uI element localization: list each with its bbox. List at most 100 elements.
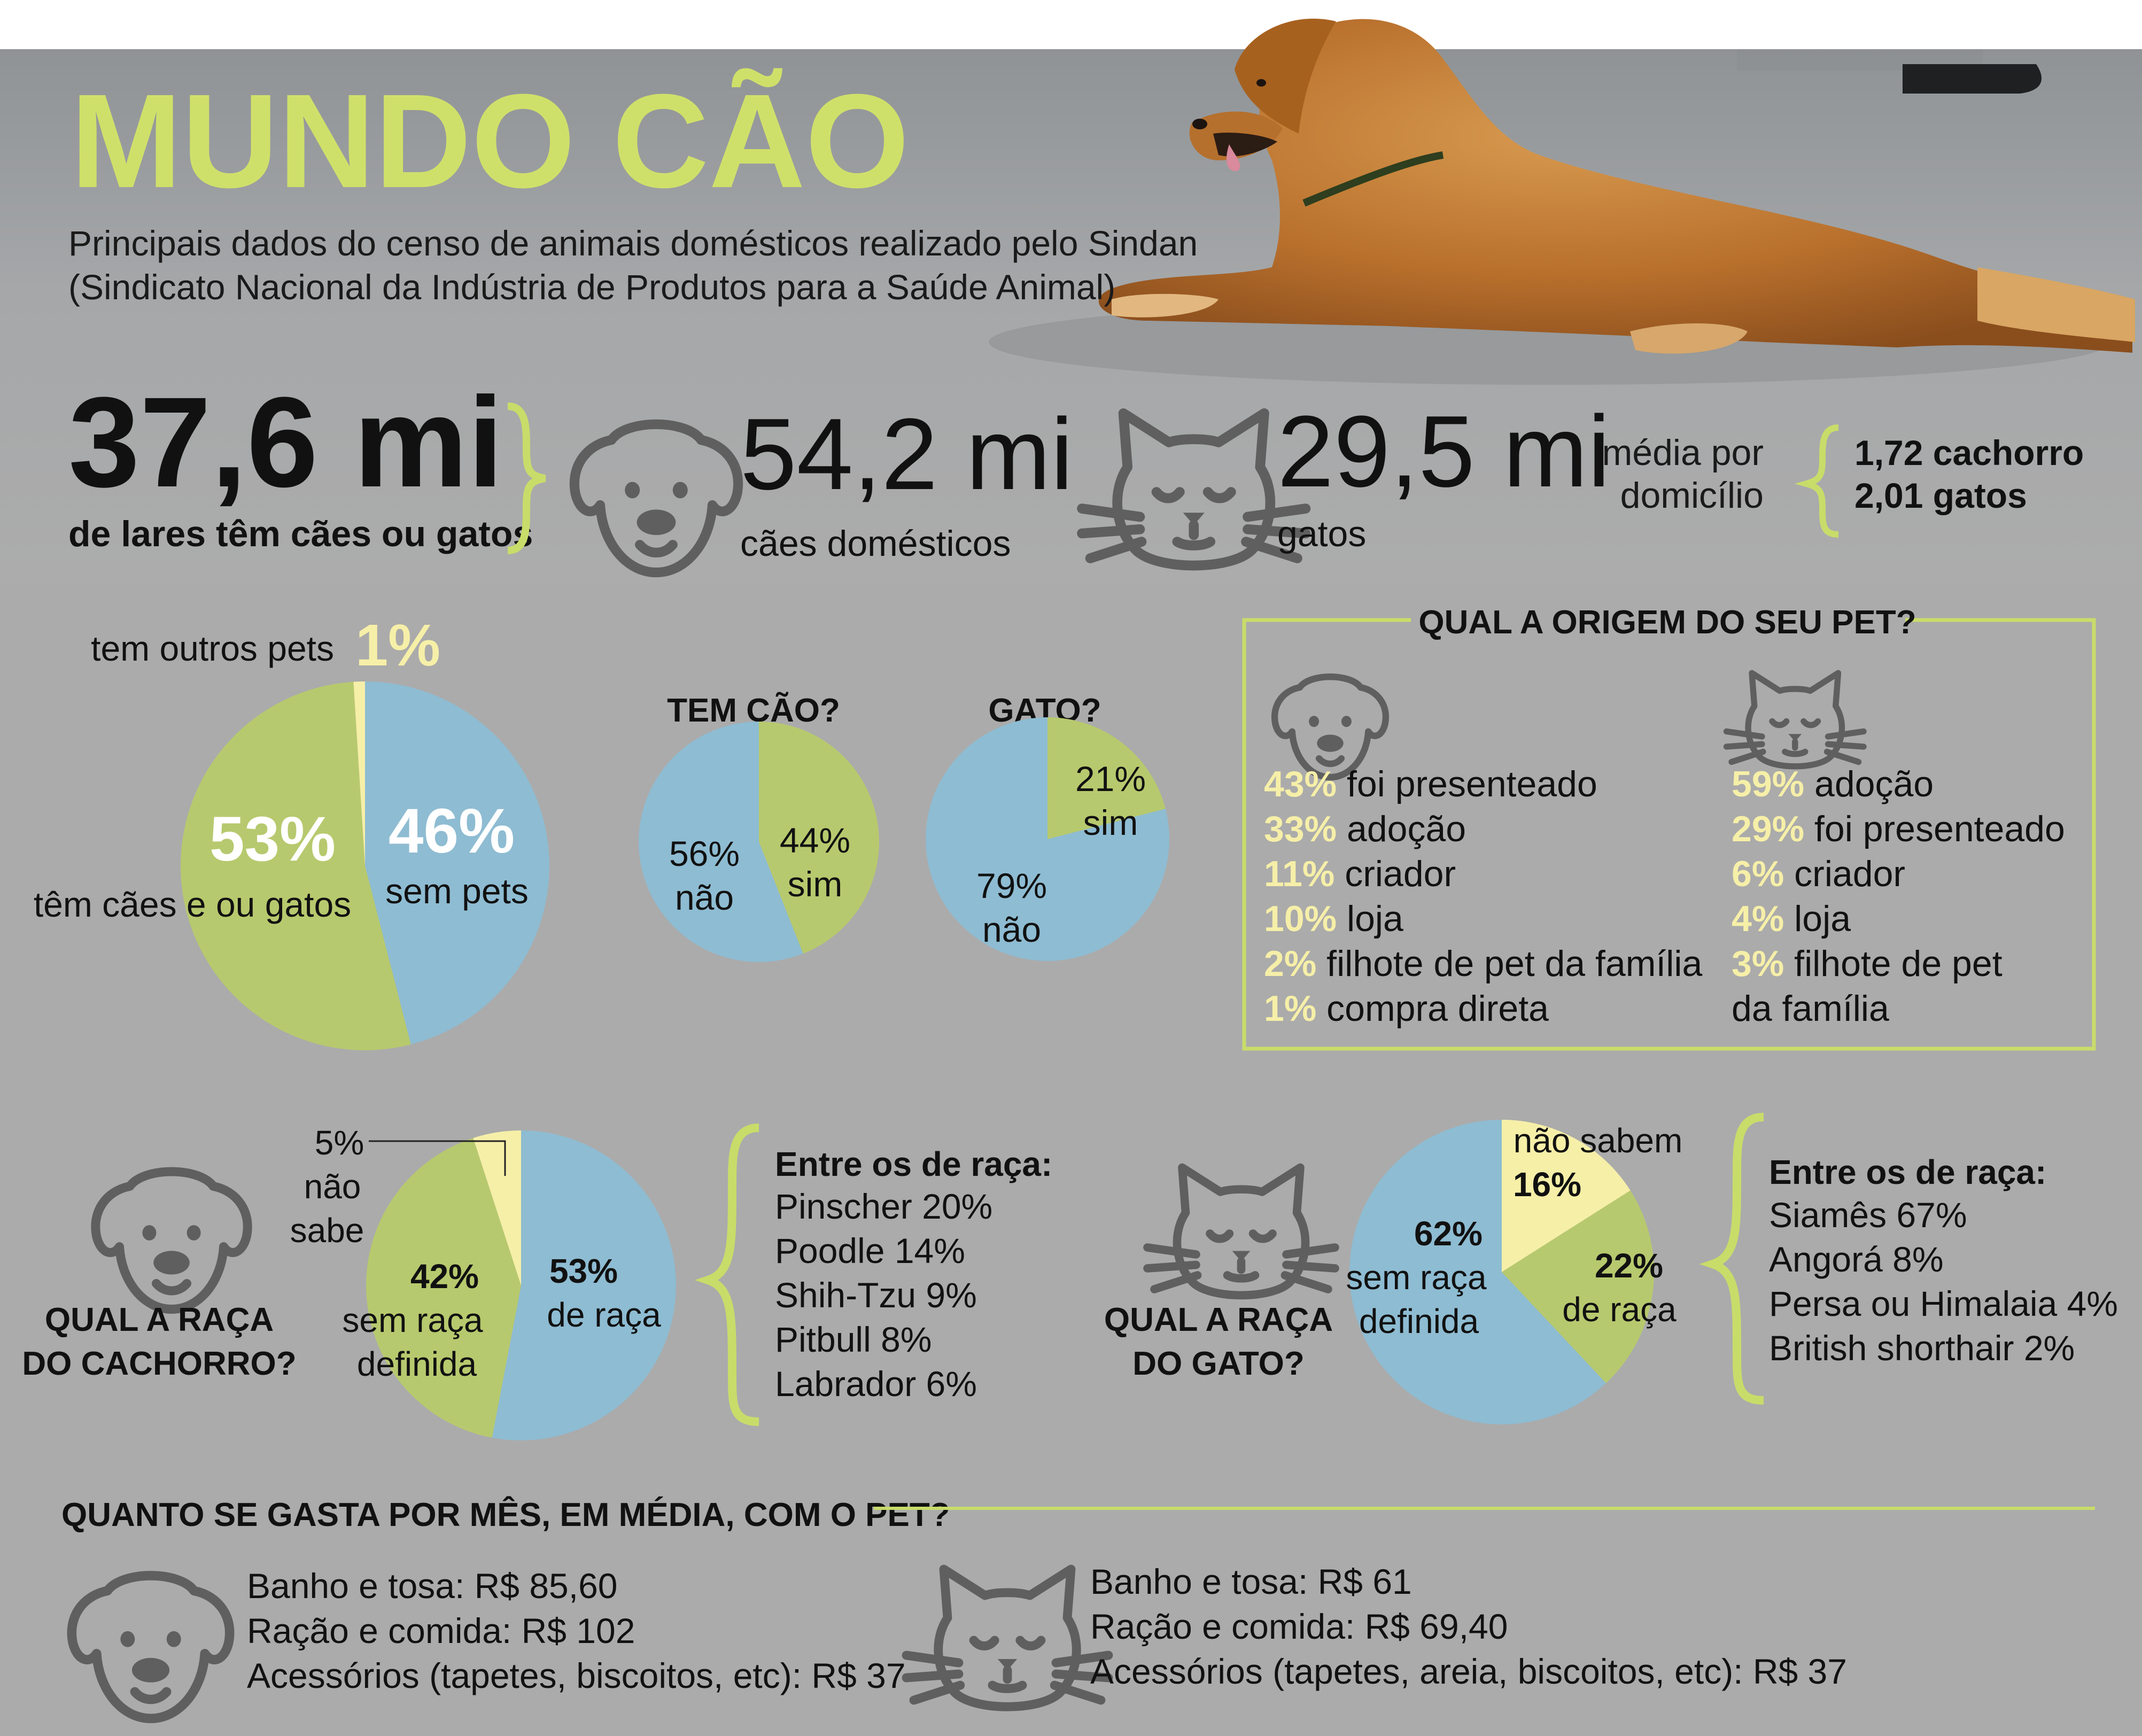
dog-breed-mixed-pct: 42% bbox=[410, 1257, 479, 1296]
dog-breed-breed-label: de raça bbox=[547, 1296, 661, 1334]
origin-item-label: da família bbox=[1732, 988, 1889, 1029]
spending-cat-item: Acessórios (tapetes, areia, biscoitos, e… bbox=[1090, 1652, 1847, 1691]
cat-icon bbox=[902, 1564, 1113, 1711]
pie-cat-yes-label: sim bbox=[1083, 803, 1138, 842]
avg-label-2: domicílio bbox=[1620, 475, 1764, 516]
cat-icon bbox=[1143, 1163, 1339, 1300]
origin-item-pct: 43% bbox=[1264, 764, 1337, 804]
pie-cat-breed bbox=[1349, 1120, 1655, 1424]
origin-item-pct: 2% bbox=[1264, 943, 1316, 984]
homes-label: de lares têm cães ou gatos bbox=[68, 514, 533, 554]
dog-breed-item: Labrador 6% bbox=[775, 1364, 977, 1404]
pie-main-nopets-label: sem pets bbox=[385, 871, 529, 911]
dog-breeds-list: Pinscher 20% Poodle 14% Shih-Tzu 9% Pitbull… bbox=[775, 1187, 992, 1404]
dog-breed-unk-2: sabe bbox=[290, 1211, 364, 1250]
pie-has-dog bbox=[639, 722, 880, 962]
pie-main-pets-label: têm cães e ou gatos bbox=[34, 885, 351, 924]
pie-main-others-label: tem outros pets bbox=[91, 629, 334, 668]
golden-retriever-photo bbox=[989, 18, 2135, 385]
pie-slice-outros-pets bbox=[353, 681, 365, 866]
pie-dog-breed bbox=[366, 1130, 677, 1440]
origin-item-label: compra direta bbox=[1316, 988, 1549, 1029]
cat-breed-item: Siamês 67% bbox=[1769, 1195, 1967, 1235]
origin-item: da família bbox=[1732, 988, 1889, 1029]
origin-item: 1% compra direta bbox=[1264, 988, 1549, 1029]
origin-item-label: filhote de pet bbox=[1784, 943, 2002, 984]
dog-icon bbox=[91, 1167, 252, 1314]
pie-slice-dog-sim bbox=[759, 722, 880, 954]
pie-slice-dog-nao-sabe bbox=[473, 1130, 521, 1285]
origin-item-pct: 11% bbox=[1264, 854, 1334, 894]
pie-slice-com-caes-gatos bbox=[180, 681, 411, 1050]
origin-item: 10% loja bbox=[1264, 898, 1403, 939]
origin-item-pct: 10% bbox=[1264, 898, 1337, 939]
cat-breed-mixed-2: definida bbox=[1359, 1302, 1479, 1340]
spending-cat-item: Ração e comida: R$ 69,40 bbox=[1090, 1607, 1508, 1646]
cat-breed-mixed-pct: 62% bbox=[1414, 1214, 1483, 1253]
cat-breed-title-1: QUAL A RAÇA bbox=[1104, 1301, 1333, 1338]
cat-breed-mixed-1: sem raça bbox=[1346, 1258, 1487, 1297]
origin-item-pct: 6% bbox=[1732, 854, 1784, 894]
pie-slice-dog-de-raca bbox=[492, 1130, 677, 1440]
pie-main-pets-pct: 53% bbox=[209, 804, 336, 874]
origin-item: 33% adoção bbox=[1264, 809, 1466, 849]
cat-breed-item: Angorá 8% bbox=[1769, 1239, 1944, 1279]
dog-breed-title-1: QUAL A RAÇA bbox=[45, 1301, 274, 1338]
dog-breed-mixed-1: sem raça bbox=[342, 1301, 483, 1339]
cat-breeds-brace bbox=[1699, 1113, 1764, 1405]
cat-breed-unk-pct: 16% bbox=[1513, 1165, 1581, 1204]
spending-dog-item: Acessórios (tapetes, biscoitos, etc): R$… bbox=[247, 1656, 906, 1695]
pie-dog-no-label: não bbox=[675, 878, 734, 917]
origin-item: 6% criador bbox=[1732, 854, 1905, 894]
cat-icon bbox=[1723, 670, 1867, 770]
cats-value: 29,5 mi bbox=[1277, 395, 1610, 508]
origin-item-label: filhote de pet da família bbox=[1316, 943, 1702, 984]
origin-item-pct: 59% bbox=[1732, 764, 1804, 804]
cat-breed-breed-label: de raça bbox=[1562, 1290, 1677, 1329]
origin-item: 2% filhote de pet da família bbox=[1264, 943, 1702, 984]
origin-item-label: foi presenteado bbox=[1337, 764, 1597, 804]
dog-icon bbox=[1271, 673, 1389, 781]
top-margin bbox=[0, 0, 2142, 49]
pie-slice-dog-nao bbox=[639, 722, 803, 962]
cat-icon bbox=[1077, 408, 1311, 571]
origin-item-pct: 3% bbox=[1732, 943, 1784, 984]
origin-item-label: loja bbox=[1337, 898, 1403, 939]
origin-item-pct: 4% bbox=[1732, 898, 1784, 939]
stats-brace bbox=[507, 402, 546, 554]
origin-item: 43% foi presenteado bbox=[1264, 764, 1597, 804]
dogs-label: cães domésticos bbox=[740, 523, 1011, 564]
origin-item-pct: 29% bbox=[1732, 809, 1804, 849]
spending-cat-item: Banho e tosa: R$ 61 bbox=[1090, 1562, 1412, 1601]
origin-item: 3% filhote de pet bbox=[1732, 943, 2003, 984]
origin-item: 11% criador bbox=[1264, 854, 1456, 894]
page-title: MUNDO CÃO bbox=[71, 66, 909, 215]
pie-slice-cat-nao bbox=[926, 717, 1170, 962]
origin-item: 4% loja bbox=[1732, 898, 1851, 939]
cat-breed-title-2: DO GATO? bbox=[1132, 1345, 1304, 1382]
subtitle-line-1: Principais dados do censo de animais dom… bbox=[68, 223, 1198, 263]
dog-breed-unk-1: não bbox=[304, 1167, 361, 1206]
pie-dog-no-pct: 56% bbox=[669, 834, 740, 873]
pie-cat-no-pct: 79% bbox=[976, 866, 1047, 905]
pie-slice-cat-sim bbox=[1047, 717, 1166, 839]
pie-main bbox=[180, 681, 549, 1050]
origin-item-label: adoção bbox=[1337, 809, 1466, 849]
dog-breed-callout-line bbox=[369, 1140, 506, 1176]
origin-item-pct: 33% bbox=[1264, 809, 1337, 849]
subtitle-line-2: (Sindicato Nacional da Indústria de Prod… bbox=[68, 267, 1115, 307]
origin-item-label: criador bbox=[1334, 854, 1456, 894]
pie-slice-cat-de-raca bbox=[1502, 1190, 1655, 1383]
dog-breed-item: Pinscher 20% bbox=[775, 1187, 992, 1226]
cat-breeds-title: Entre os de raça: bbox=[1769, 1153, 2046, 1191]
pie-main-nopets-pct: 46% bbox=[389, 796, 515, 866]
pie-cat-yes-pct: 21% bbox=[1075, 759, 1146, 799]
background-shoes-photo bbox=[1737, 49, 2042, 94]
spending-title: QUANTO SE GASTA POR MÊS, EM MÉDIA, COM O… bbox=[61, 1497, 950, 1533]
avg-brace bbox=[1794, 424, 1839, 538]
cat-breed-item: Persa ou Himalaia 4% bbox=[1769, 1284, 2118, 1323]
pie-main-others-pct: 1% bbox=[355, 613, 440, 678]
